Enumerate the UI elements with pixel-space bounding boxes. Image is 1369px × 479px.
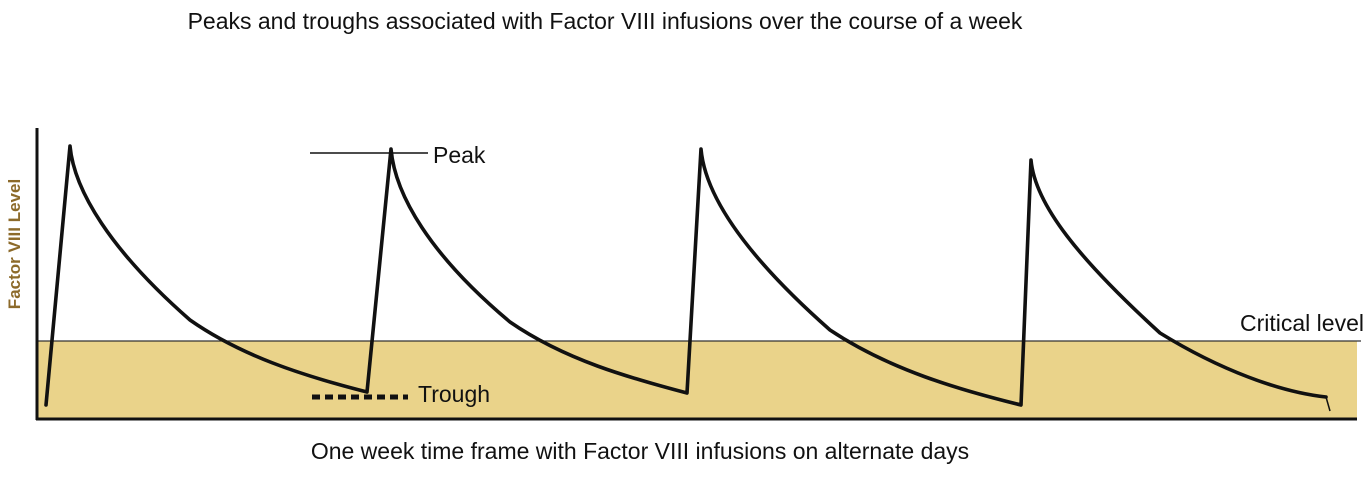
x-axis-label: One week time frame with Factor VIII inf… [311,438,969,464]
peak-label: Peak [433,142,486,168]
curve-end-tick [1325,396,1331,412]
factor-level-curve [44,144,1328,407]
critical-level-label: Critical level [1240,310,1364,336]
diagram-title: Peaks and troughs associated with Factor… [188,8,1023,34]
below-critical-region [37,341,1357,419]
trough-label: Trough [418,381,490,407]
y-axis-label: Factor VIII Level [5,179,24,309]
